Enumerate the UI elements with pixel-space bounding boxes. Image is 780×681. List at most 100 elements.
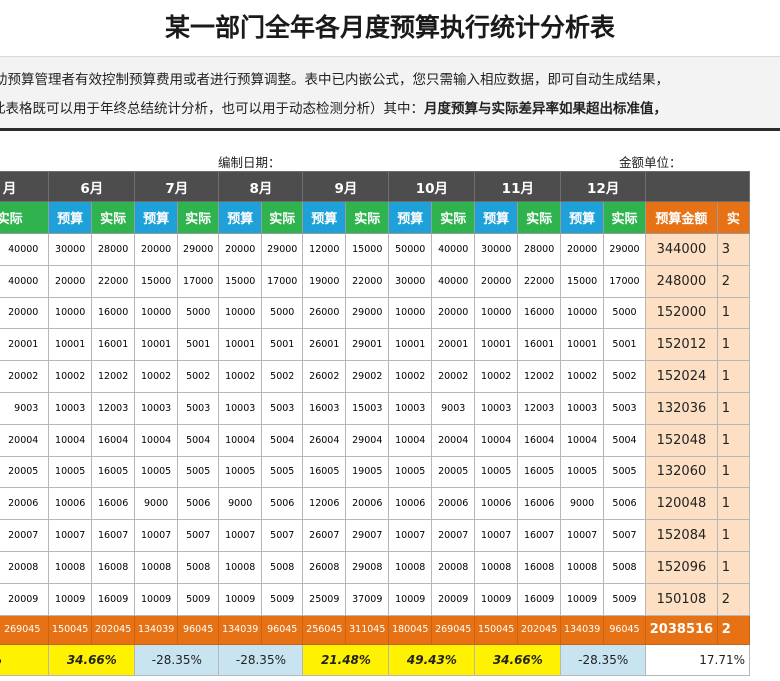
cell-budget[interactable]: 10009 — [474, 582, 518, 616]
cell-actual[interactable]: 16009 — [90, 582, 136, 616]
cell-actual[interactable]: 5002 — [176, 360, 220, 393]
cell-actual[interactable]: 19005 — [345, 455, 390, 489]
cell-total-budget[interactable]: 132060 — [645, 455, 718, 489]
cell-budget[interactable]: 10008 — [134, 550, 178, 584]
cell-actual[interactable]: 20002 — [431, 360, 476, 393]
cell-budget[interactable]: 10009 — [218, 582, 263, 616]
cell-actual[interactable]: 5004 — [602, 423, 647, 457]
cell-budget[interactable]: 10005 — [560, 455, 604, 489]
cell-budget[interactable]: 10006 — [48, 487, 92, 521]
cell-actual[interactable]: 9003 — [431, 391, 476, 425]
cell-actual[interactable]: 5006 — [602, 487, 647, 521]
cell-budget[interactable]: 10007 — [134, 519, 178, 552]
cell-partial-actual[interactable]: 20002 — [0, 360, 50, 393]
subheader-actual[interactable]: 实际 — [516, 201, 562, 234]
cell-total-budget[interactable]: 132036 — [645, 391, 718, 425]
cell-total-actual[interactable]: 2 — [716, 582, 751, 616]
cell-actual[interactable]: 5003 — [602, 391, 647, 425]
cell-actual[interactable]: 5007 — [261, 519, 304, 552]
sum-budget[interactable]: 134039 — [218, 614, 263, 645]
cell-budget[interactable]: 26000 — [302, 296, 347, 330]
cell-actual[interactable]: 5004 — [261, 423, 304, 457]
cell-budget[interactable]: 26008 — [302, 550, 347, 584]
sum-budget[interactable]: 134039 — [560, 614, 604, 645]
cell-budget[interactable]: 10004 — [388, 423, 433, 457]
cell-budget[interactable]: 10007 — [388, 519, 433, 552]
cell-budget[interactable]: 20000 — [474, 264, 518, 298]
variance-rate[interactable]: -28.35% — [560, 643, 647, 676]
cell-budget[interactable]: 10004 — [474, 423, 518, 457]
cell-budget[interactable]: 10002 — [134, 360, 178, 393]
cell-actual[interactable]: 5008 — [602, 550, 647, 584]
cell-actual[interactable]: 5001 — [261, 328, 304, 362]
cell-budget[interactable]: 10008 — [474, 550, 518, 584]
cell-budget[interactable]: 15000 — [218, 264, 263, 298]
cell-actual[interactable]: 5002 — [261, 360, 304, 393]
cell-budget[interactable]: 26004 — [302, 423, 347, 457]
cell-budget[interactable]: 10000 — [388, 296, 433, 330]
cell-budget[interactable]: 12000 — [302, 233, 347, 266]
cell-actual[interactable]: 22000 — [345, 264, 390, 298]
cell-budget[interactable]: 10005 — [134, 455, 178, 489]
sum-partial-actual[interactable]: 269045 — [0, 614, 50, 645]
cell-actual[interactable]: 5008 — [176, 550, 220, 584]
sum-actual[interactable]: 96045 — [261, 614, 304, 645]
subheader-budget[interactable]: 预算 — [48, 201, 92, 234]
cell-actual[interactable]: 29007 — [345, 519, 390, 552]
cell-actual[interactable]: 16001 — [90, 328, 136, 362]
cell-actual[interactable]: 20005 — [431, 455, 476, 489]
cell-budget[interactable]: 10009 — [48, 582, 92, 616]
cell-total-actual[interactable]: 1 — [716, 455, 751, 489]
cell-budget[interactable]: 15000 — [560, 264, 604, 298]
cell-actual[interactable]: 5001 — [176, 328, 220, 362]
cell-budget[interactable]: 10005 — [48, 455, 92, 489]
cell-actual[interactable]: 28000 — [516, 233, 562, 266]
cell-budget[interactable]: 10008 — [48, 550, 92, 584]
cell-budget[interactable]: 9000 — [560, 487, 604, 521]
sum-total-budget[interactable]: 2038516 — [645, 614, 718, 645]
sum-actual[interactable]: 202045 — [516, 614, 562, 645]
cell-total-budget[interactable]: 152084 — [645, 519, 718, 552]
cell-actual[interactable]: 5000 — [261, 296, 304, 330]
subheader-budget[interactable]: 预算 — [134, 201, 178, 234]
sum-total-actual[interactable]: 2 — [716, 614, 751, 645]
cell-actual[interactable]: 5003 — [176, 391, 220, 425]
cell-actual[interactable]: 22000 — [90, 264, 136, 298]
cell-actual[interactable]: 20006 — [431, 487, 476, 521]
cell-actual[interactable]: 29000 — [602, 233, 647, 266]
cell-budget[interactable]: 10001 — [560, 328, 604, 362]
sum-actual[interactable]: 311045 — [345, 614, 390, 645]
cell-actual[interactable]: 40000 — [431, 264, 476, 298]
cell-partial-actual[interactable]: 20006 — [0, 487, 50, 521]
cell-total-actual[interactable]: 1 — [716, 360, 751, 393]
cell-actual[interactable]: 16008 — [90, 550, 136, 584]
subheader-actual[interactable]: 实际 — [261, 201, 304, 234]
subheader-partial-actual[interactable]: 实际 — [0, 201, 50, 234]
cell-budget[interactable]: 10000 — [134, 296, 178, 330]
cell-partial-actual[interactable]: 40000 — [0, 233, 50, 266]
subheader-actual[interactable]: 实际 — [176, 201, 220, 234]
cell-actual[interactable]: 16007 — [516, 519, 562, 552]
cell-actual[interactable]: 16004 — [516, 423, 562, 457]
cell-actual[interactable]: 29002 — [345, 360, 390, 393]
cell-actual[interactable]: 5000 — [176, 296, 220, 330]
cell-partial-actual[interactable]: 20007 — [0, 519, 50, 552]
cell-budget[interactable]: 9000 — [134, 487, 178, 521]
cell-budget[interactable]: 10001 — [388, 328, 433, 362]
cell-budget[interactable]: 10005 — [474, 455, 518, 489]
sum-budget[interactable]: 150045 — [48, 614, 92, 645]
variance-rate[interactable]: 34.66% — [48, 643, 136, 676]
cell-budget[interactable]: 20000 — [48, 264, 92, 298]
cell-budget[interactable]: 9000 — [218, 487, 263, 521]
cell-actual[interactable]: 37009 — [345, 582, 390, 616]
cell-partial-actual[interactable]: 20009 — [0, 582, 50, 616]
cell-budget[interactable]: 10003 — [388, 391, 433, 425]
cell-budget[interactable]: 30000 — [48, 233, 92, 266]
cell-budget[interactable]: 20000 — [560, 233, 604, 266]
subheader-total-budget[interactable]: 预算金额 — [645, 201, 718, 234]
subheader-actual[interactable]: 实际 — [602, 201, 647, 234]
cell-actual[interactable]: 16005 — [90, 455, 136, 489]
cell-total-actual[interactable]: 1 — [716, 296, 751, 330]
cell-budget[interactable]: 10003 — [48, 391, 92, 425]
cell-budget[interactable]: 10002 — [48, 360, 92, 393]
